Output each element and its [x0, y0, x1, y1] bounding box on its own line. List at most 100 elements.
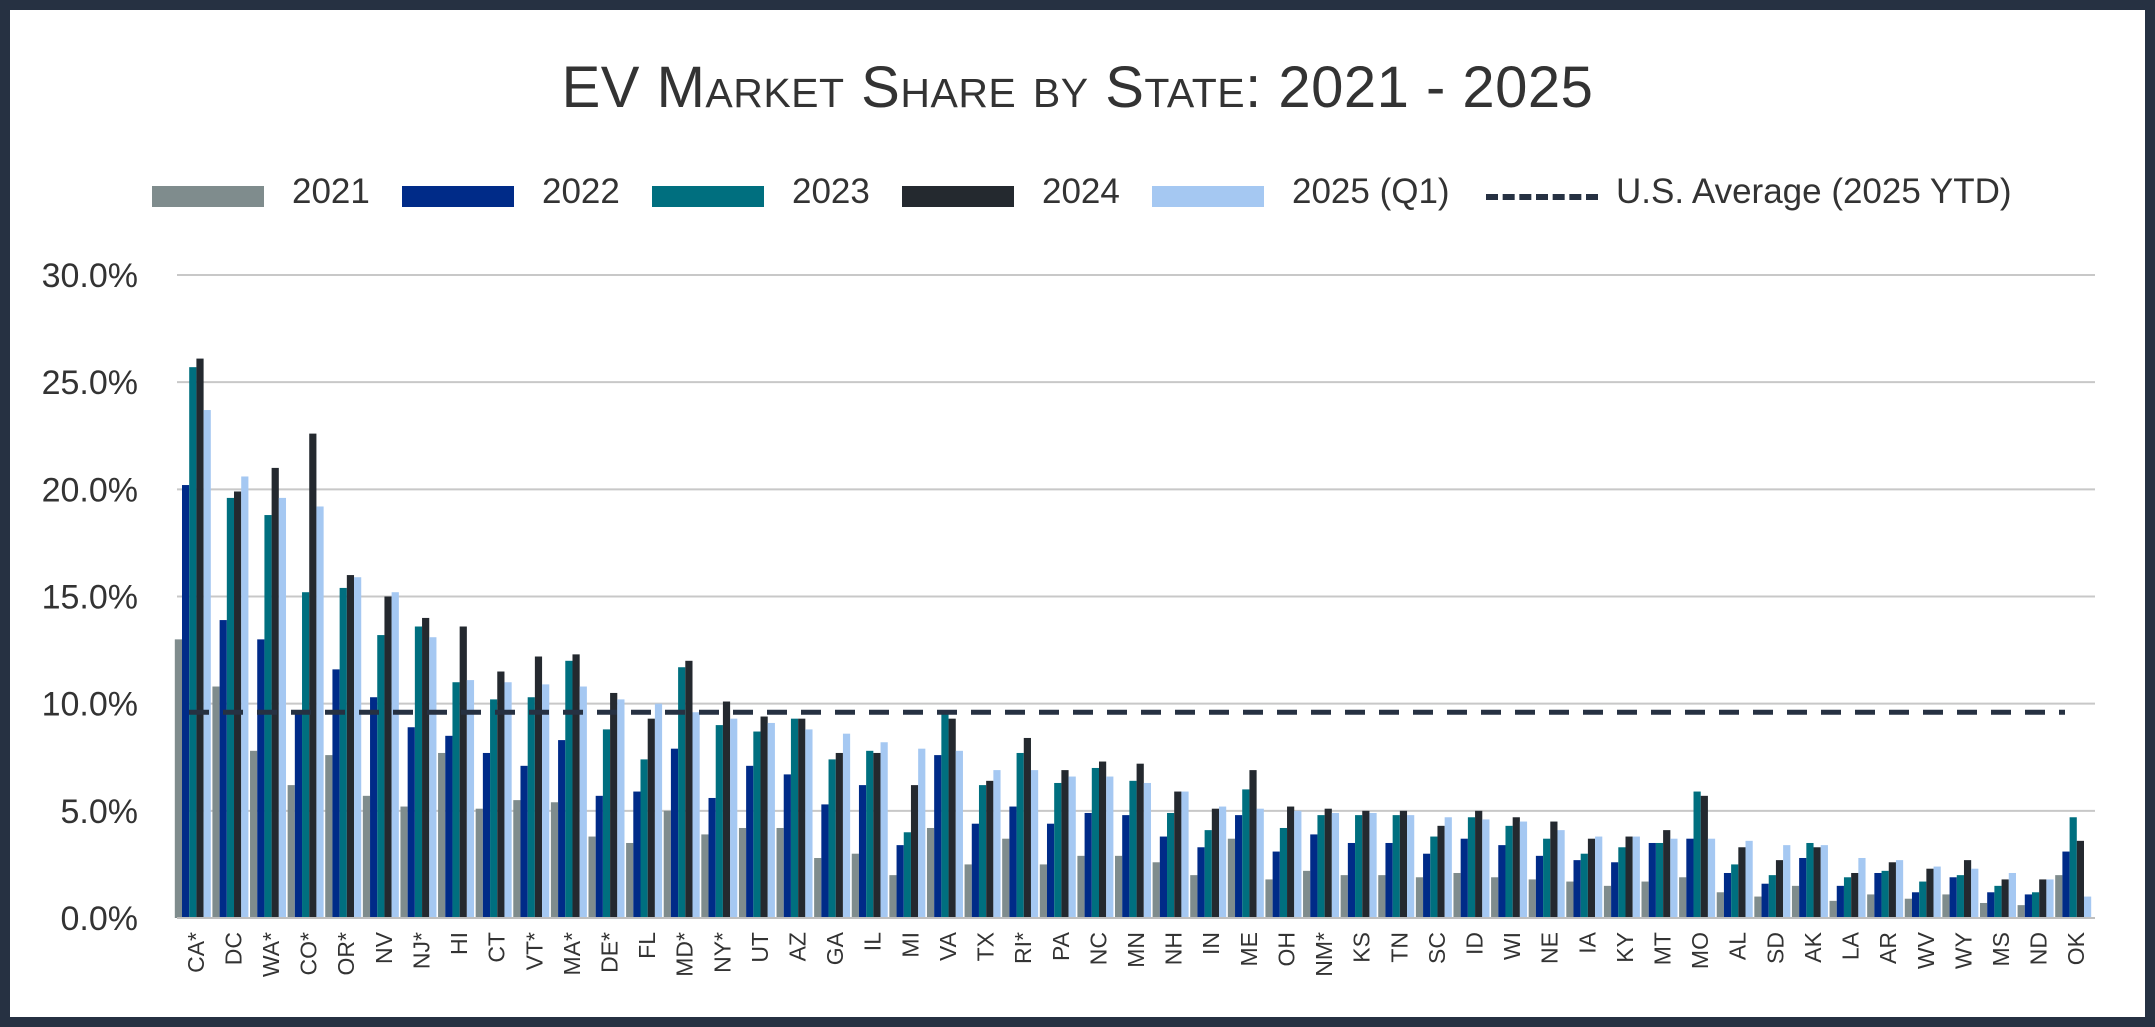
- bar-2022-ak: [1799, 857, 1807, 918]
- bar-2022-me: [1235, 815, 1243, 918]
- legend-label-2025-q1: 2025 (Q1): [1292, 172, 1450, 211]
- x-tick-label: ID: [1461, 932, 1487, 955]
- bar-2022-ri: [1009, 806, 1017, 918]
- y-tick-label: 5.0%: [61, 793, 139, 831]
- bar-2022-nh: [1159, 836, 1168, 918]
- x-tick-label: MO: [1687, 932, 1713, 969]
- x-tick-label: NJ*: [408, 932, 434, 969]
- bar-2021-ia: [1566, 881, 1574, 918]
- x-tick-label: MA*: [559, 932, 585, 976]
- bar-2022-mi: [896, 845, 904, 918]
- bar-2025-q1-md: [692, 712, 700, 918]
- bar-2021-mi: [889, 875, 897, 918]
- bar-2023-me: [1242, 789, 1250, 918]
- bar-2022-pa: [1046, 823, 1055, 918]
- bar-2022-ok: [2062, 851, 2070, 918]
- bar-2024-nh: [1174, 791, 1182, 918]
- bar-2023-mi: [903, 832, 911, 918]
- bar-2022-nd: [2024, 894, 2032, 918]
- bar-2021-or: [325, 755, 333, 918]
- bar-2021-hi: [438, 752, 446, 918]
- bar-2023-co: [302, 592, 310, 918]
- x-tick-label: AK: [1800, 931, 1826, 962]
- bar-2024-fl: [647, 718, 655, 918]
- bar-2025-q1-ne: [1557, 830, 1565, 918]
- bar-2025-q1-sd: [1783, 845, 1791, 918]
- legend-label-2024: 2024: [1042, 172, 1120, 211]
- x-tick-label: KS: [1349, 932, 1375, 963]
- bar-2024-az: [798, 718, 806, 918]
- bar-2021-ga: [814, 857, 822, 918]
- bar-2023-ri: [1016, 752, 1024, 918]
- bar-2024-wa: [271, 467, 279, 918]
- bar-2025-q1-la: [1858, 857, 1866, 918]
- bar-2021-ak: [1791, 885, 1800, 918]
- bar-2025-q1-ms: [2008, 872, 2016, 918]
- bar-2023-nd: [2031, 892, 2040, 918]
- bar-2022-in: [1197, 847, 1205, 918]
- bar-2023-nh: [1167, 812, 1175, 918]
- bar-2025-q1-ca: [203, 410, 211, 918]
- bar-2024-md: [685, 660, 693, 918]
- x-tick-label: MT: [1650, 932, 1676, 965]
- bar-2023-fl: [640, 759, 648, 918]
- bar-2023-ms: [1994, 885, 2002, 918]
- bar-2025-q1-ia: [1595, 836, 1603, 918]
- bar-2022-la: [1836, 885, 1844, 918]
- bar-2025-q1-nc: [1106, 776, 1114, 918]
- bar-2024-nm: [1324, 808, 1332, 918]
- x-tick-label: MI: [897, 932, 923, 958]
- bar-2025-q1-pa: [1068, 776, 1076, 918]
- bar-2025-q1-ny: [730, 718, 738, 918]
- bar-2024-ar: [1888, 862, 1896, 918]
- bar-2021-fl: [626, 842, 634, 918]
- bar-2023-id: [1467, 817, 1476, 918]
- bar-2025-q1-ks: [1369, 812, 1377, 918]
- bar-2023-az: [790, 718, 799, 918]
- bar-2021-nh: [1152, 862, 1160, 918]
- bar-2023-mt: [1655, 842, 1664, 918]
- legend-label-2022: 2022: [542, 172, 620, 211]
- bar-2022-wa: [257, 639, 265, 918]
- bar-2023-ut: [753, 731, 761, 918]
- bar-2024-sd: [1775, 860, 1784, 918]
- bar-2022-fl: [633, 791, 641, 918]
- bar-2025-q1-al: [1745, 840, 1753, 918]
- bar-2025-q1-in: [1219, 806, 1227, 918]
- bar-2024-wi: [1512, 817, 1520, 918]
- bar-chart-plot: 0.0% 5.0% 10.0% 15.0% 20.0% 25.0% 30.0% CA* DC WA…: [42, 257, 2095, 977]
- x-tick-label: OR*: [333, 932, 359, 976]
- bar-2022-nm: [1310, 834, 1318, 918]
- bar-2022-ct: [482, 752, 491, 918]
- bar-2021-ny: [701, 834, 709, 918]
- bar-2021-mo: [1679, 877, 1687, 918]
- bar-2022-tn: [1385, 842, 1393, 918]
- x-tick-label: FL: [634, 932, 660, 959]
- legend-swatch-2025-q1: [1152, 186, 1264, 207]
- bar-2024-me: [1249, 770, 1257, 918]
- bar-2022-de: [595, 795, 603, 918]
- bar-2025-q1-wv: [1933, 866, 1941, 918]
- bar-2023-ia: [1580, 853, 1588, 918]
- bar-2025-q1-ct: [504, 682, 512, 918]
- bar-2023-wi: [1505, 825, 1513, 918]
- bar-2023-ks: [1355, 815, 1363, 918]
- bar-2021-co: [287, 785, 295, 918]
- bar-2021-ks: [1340, 875, 1348, 918]
- bar-2025-q1-nm: [1331, 812, 1340, 918]
- bar-2022-md: [670, 748, 679, 918]
- bar-2021-ms: [1979, 902, 1988, 918]
- bar-2024-ca: [196, 358, 204, 919]
- chart-title: EV Market Share by State: 2021 - 2025: [561, 55, 1594, 120]
- bar-2024-la: [1851, 872, 1859, 918]
- bar-2025-q1-tx: [993, 770, 1001, 918]
- bar-2022-wv: [1911, 892, 1920, 918]
- bar-2021-al: [1716, 892, 1724, 918]
- bar-2022-dc: [219, 620, 227, 918]
- bar-2023-sc: [1430, 836, 1438, 918]
- bar-2024-al: [1738, 847, 1746, 918]
- bar-2025-q1-ga: [842, 733, 851, 918]
- legend-swatch-us-average: [1486, 194, 1598, 206]
- bar-2023-al: [1731, 864, 1739, 918]
- bar-2023-in: [1204, 830, 1212, 918]
